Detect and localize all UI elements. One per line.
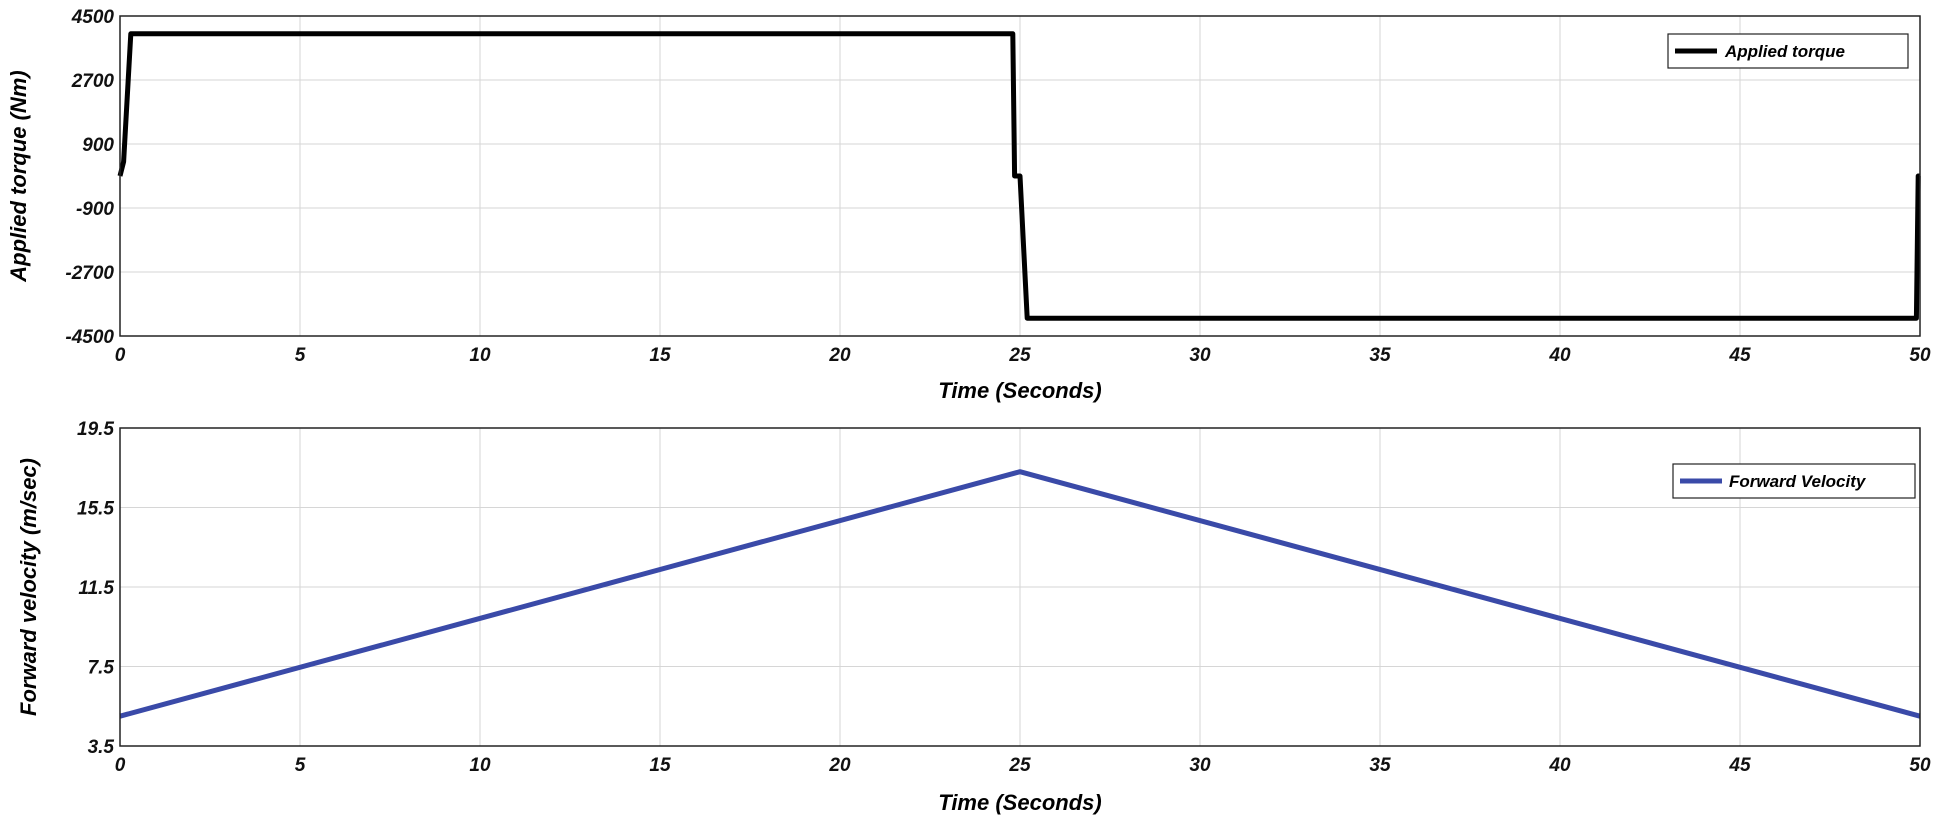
torque-x-tick-label: 5 bbox=[295, 345, 306, 366]
torque-y-tick-label: 2700 bbox=[71, 71, 115, 92]
torque-y-tick-label: -2700 bbox=[65, 263, 114, 284]
torque-legend-label: Applied torque bbox=[1724, 42, 1845, 61]
velocity-x-tick-label: 40 bbox=[1548, 755, 1571, 776]
torque-axes-frame bbox=[119, 15, 1921, 337]
velocity-x-tick-label: 35 bbox=[1369, 755, 1391, 776]
torque-y-axis-label: Applied torque (Nm) bbox=[6, 70, 31, 282]
torque-y-tick-label: -900 bbox=[76, 199, 114, 220]
velocity-x-tick-label: 5 bbox=[295, 755, 306, 776]
velocity-x-tick-label: 0 bbox=[115, 755, 126, 776]
torque-y-tick-label: 4500 bbox=[71, 7, 115, 28]
torque-x-tick-label: 40 bbox=[1548, 345, 1571, 366]
velocity-x-axis-label: Time (Seconds) bbox=[938, 790, 1101, 815]
torque-x-tick-label: 45 bbox=[1728, 345, 1751, 366]
torque-chart: 0 5 10 15 20 25 30 35 40 45 50 4500 2700 900 -900 -270… bbox=[6, 7, 1931, 403]
velocity-x-tick-label: 10 bbox=[469, 755, 491, 776]
torque-x-tick-label: 20 bbox=[828, 345, 851, 366]
velocity-x-ticks: 0 5 10 15 20 25 30 35 40 45 50 bbox=[115, 755, 1931, 776]
velocity-x-tick-label: 50 bbox=[1909, 755, 1931, 776]
velocity-x-tick-label: 45 bbox=[1728, 755, 1751, 776]
torque-x-tick-label: 35 bbox=[1369, 345, 1391, 366]
velocity-legend-label: Forward Velocity bbox=[1729, 472, 1867, 491]
velocity-chart: 0 5 10 15 20 25 30 35 40 45 50 19.515.511.57.53.5 … bbox=[16, 419, 1931, 815]
velocity-y-tick-label: 19.5 bbox=[77, 419, 114, 440]
velocity-axes-frame bbox=[119, 427, 1921, 747]
torque-x-tick-label: 50 bbox=[1909, 345, 1931, 366]
velocity-x-tick-label: 15 bbox=[649, 755, 671, 776]
velocity-y-ticks: 19.5 15.5 11.5 7.5 3.5 bbox=[77, 419, 114, 758]
velocity-x-tick-label: 25 bbox=[1008, 755, 1031, 776]
velocity-y-tick-label: 3.5 bbox=[88, 737, 115, 758]
torque-y-tick-label: -4500 bbox=[65, 327, 114, 348]
velocity-y-tick-label: 11.5 bbox=[78, 578, 114, 599]
torque-x-tick-label: 0 bbox=[115, 345, 126, 366]
velocity-y-axis-label: Forward velocity (m/sec) bbox=[16, 458, 41, 716]
velocity-y-tick-label: 15.5 bbox=[77, 499, 114, 520]
torque-x-tick-label: 30 bbox=[1189, 345, 1211, 366]
velocity-series-line bbox=[119, 469, 1921, 719]
velocity-legend: Forward Velocity bbox=[1672, 463, 1916, 499]
velocity-series bbox=[119, 469, 1921, 719]
velocity-x-tick-label: 20 bbox=[828, 755, 851, 776]
torque-series-line bbox=[117, 31, 1921, 321]
torque-y-ticks: 4500 2700 900 -900 -2700 -4500 bbox=[65, 7, 114, 348]
torque-y-tick-label: 900 bbox=[82, 135, 114, 156]
torque-x-tick-label: 25 bbox=[1008, 345, 1031, 366]
torque-legend: Applied torque bbox=[1667, 33, 1909, 69]
torque-series bbox=[117, 31, 1921, 321]
torque-x-tick-label: 10 bbox=[469, 345, 491, 366]
torque-x-tick-label: 15 bbox=[649, 345, 671, 366]
torque-x-ticks: 0 5 10 15 20 25 30 35 40 45 50 bbox=[115, 345, 1931, 366]
velocity-y-tick-label: 7.5 bbox=[88, 658, 115, 679]
velocity-x-tick-label: 30 bbox=[1189, 755, 1211, 776]
torque-x-axis-label: Time (Seconds) bbox=[938, 378, 1101, 403]
